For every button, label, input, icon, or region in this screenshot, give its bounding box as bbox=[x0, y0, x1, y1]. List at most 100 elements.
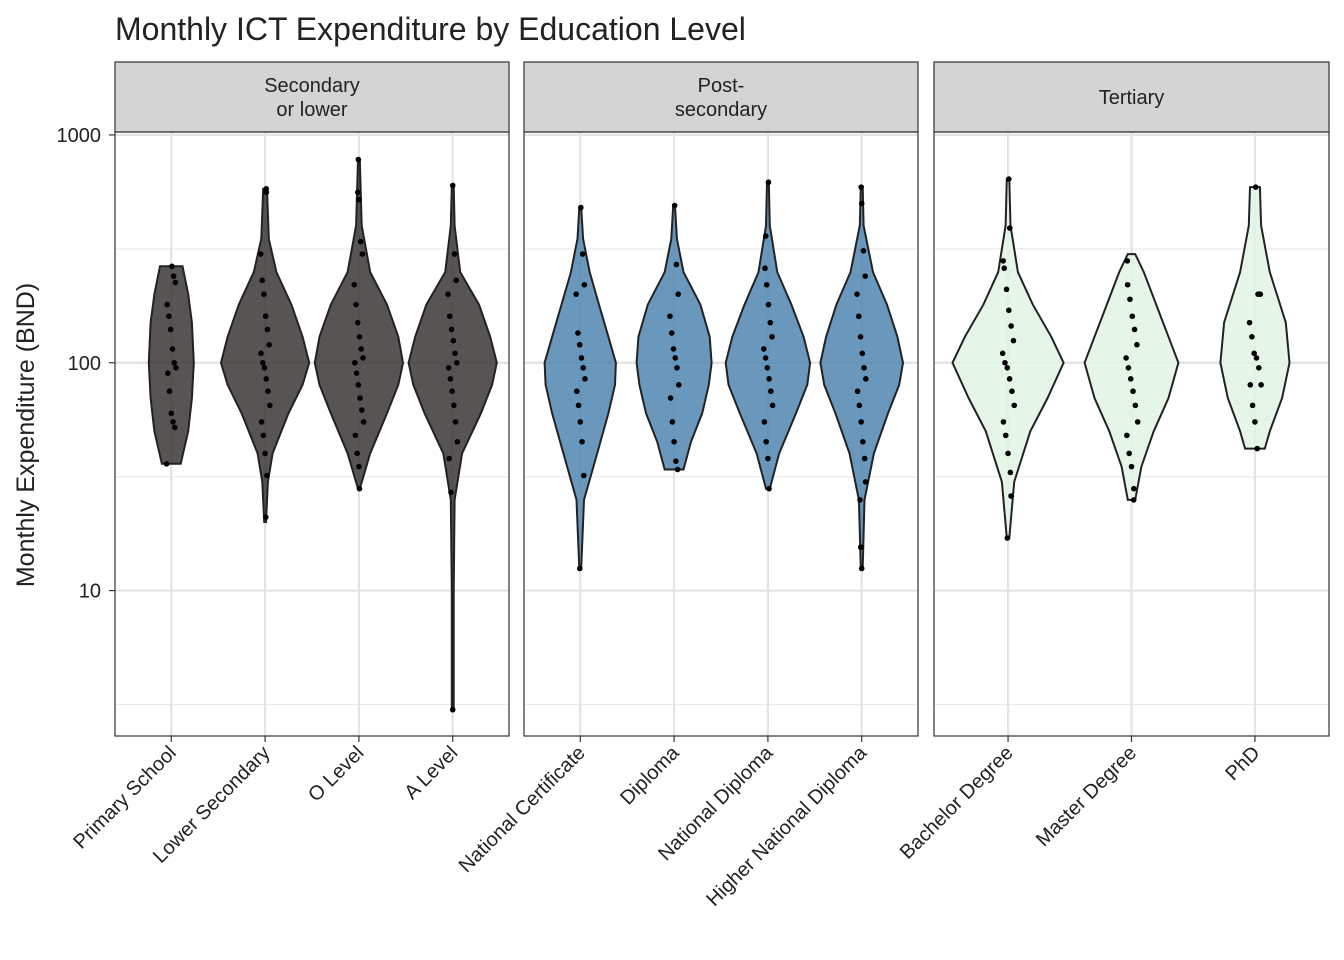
point bbox=[762, 233, 769, 239]
point bbox=[765, 455, 771, 462]
point bbox=[452, 350, 458, 357]
point bbox=[1010, 337, 1017, 344]
point bbox=[862, 479, 869, 485]
point bbox=[1006, 376, 1013, 382]
point bbox=[446, 313, 453, 320]
panel-border bbox=[523, 131, 919, 737]
point bbox=[452, 419, 459, 425]
violin bbox=[1219, 186, 1291, 450]
point bbox=[671, 202, 678, 209]
point bbox=[447, 376, 454, 382]
point bbox=[262, 514, 269, 520]
point bbox=[1009, 388, 1015, 395]
point bbox=[1253, 355, 1260, 361]
point bbox=[675, 382, 682, 388]
point bbox=[359, 251, 366, 257]
point bbox=[266, 402, 273, 409]
point bbox=[1132, 402, 1139, 409]
point bbox=[858, 200, 865, 207]
point bbox=[1129, 313, 1136, 320]
point bbox=[264, 472, 270, 479]
point bbox=[854, 291, 860, 297]
point bbox=[582, 376, 588, 382]
point bbox=[265, 388, 271, 395]
point bbox=[1006, 307, 1012, 314]
point bbox=[670, 346, 677, 352]
point bbox=[352, 432, 359, 439]
point bbox=[1249, 333, 1255, 340]
point bbox=[354, 189, 361, 196]
point bbox=[762, 355, 769, 361]
point bbox=[259, 359, 266, 366]
violin bbox=[147, 265, 195, 465]
point bbox=[1246, 319, 1253, 326]
point bbox=[448, 489, 454, 496]
point bbox=[674, 466, 681, 473]
point bbox=[1005, 450, 1011, 457]
point bbox=[576, 565, 583, 572]
point bbox=[579, 438, 585, 445]
point bbox=[858, 565, 865, 572]
point bbox=[1134, 341, 1140, 348]
point bbox=[761, 419, 768, 425]
point bbox=[166, 313, 172, 320]
point bbox=[580, 365, 587, 371]
point bbox=[168, 410, 175, 417]
point bbox=[450, 337, 457, 344]
point bbox=[1126, 450, 1132, 457]
point bbox=[581, 281, 588, 288]
point bbox=[259, 277, 265, 284]
point bbox=[1124, 258, 1131, 264]
violin bbox=[219, 187, 311, 523]
point bbox=[451, 402, 457, 409]
point bbox=[164, 301, 170, 308]
point bbox=[858, 184, 864, 190]
point bbox=[353, 301, 359, 308]
point bbox=[856, 402, 863, 409]
point bbox=[1123, 355, 1129, 361]
point bbox=[860, 438, 866, 445]
point bbox=[264, 326, 271, 333]
point bbox=[170, 419, 176, 425]
point bbox=[351, 281, 358, 288]
x-tick-label: A Level bbox=[400, 742, 462, 804]
point bbox=[577, 419, 584, 425]
x-tick-label: National Certificate bbox=[455, 742, 590, 877]
point bbox=[360, 355, 366, 361]
point bbox=[769, 402, 776, 409]
point bbox=[1255, 291, 1261, 297]
point bbox=[1247, 382, 1254, 388]
point bbox=[1130, 497, 1137, 503]
point bbox=[858, 419, 864, 425]
x-tick-label: PhD bbox=[1221, 742, 1264, 785]
y-tick-label: 1000 bbox=[57, 125, 102, 147]
point bbox=[767, 319, 774, 326]
point bbox=[172, 279, 179, 286]
point bbox=[449, 706, 456, 713]
point bbox=[354, 450, 360, 457]
point bbox=[859, 350, 866, 357]
point bbox=[1134, 419, 1141, 425]
point bbox=[1255, 365, 1262, 371]
point bbox=[861, 455, 868, 462]
point bbox=[1000, 419, 1007, 425]
point bbox=[1124, 281, 1131, 288]
x-tick-label: Higher National Diploma bbox=[702, 741, 871, 910]
point bbox=[764, 365, 771, 371]
point bbox=[576, 341, 583, 348]
point bbox=[445, 291, 451, 297]
point bbox=[449, 388, 455, 395]
point bbox=[263, 186, 270, 192]
point bbox=[575, 402, 582, 409]
point bbox=[171, 359, 178, 366]
point bbox=[668, 330, 675, 336]
point bbox=[453, 277, 460, 284]
point bbox=[169, 346, 176, 352]
point bbox=[454, 438, 461, 445]
x-tick-label: Diploma bbox=[616, 741, 684, 809]
point bbox=[262, 313, 269, 320]
point bbox=[356, 333, 363, 340]
point bbox=[1008, 493, 1014, 499]
